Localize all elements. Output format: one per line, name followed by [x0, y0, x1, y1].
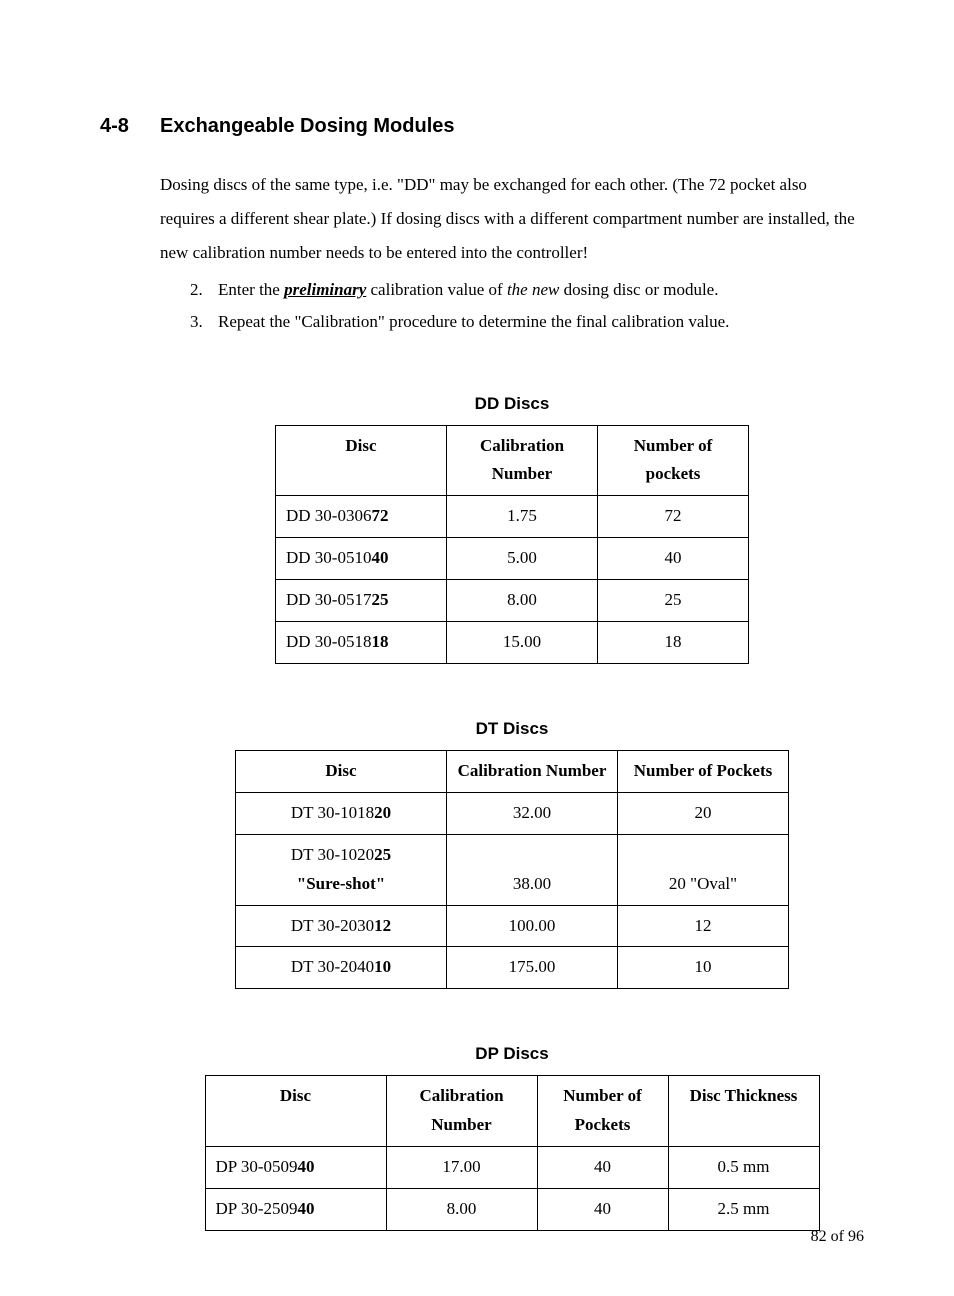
body-block: Dosing discs of the same type, i.e. "DD"…	[160, 168, 864, 1231]
table-header: Disc	[236, 750, 447, 792]
list-item: 2. Enter the preliminary calibration val…	[190, 274, 864, 306]
table-row: DT 30-204010175.0010	[236, 947, 789, 989]
page-total: 96	[848, 1228, 864, 1245]
pockets-cell: 18	[598, 622, 749, 664]
disc-cell: DD 30-030672	[276, 496, 447, 538]
list-text: Enter the preliminary calibration value …	[218, 274, 718, 306]
calibration-cell: 1.75	[447, 496, 598, 538]
emphasis: the new	[507, 280, 559, 299]
table-header: Number of Pockets	[537, 1076, 668, 1147]
disc-cell: DP 30-250940	[205, 1188, 386, 1230]
page-sep: of	[827, 1228, 848, 1245]
dt-table-body: DT 30-10182032.0020DT 30-102025"Sure-sho…	[236, 792, 789, 988]
table-header: Calibration Number	[447, 425, 598, 496]
text-span: calibration value of	[366, 280, 507, 299]
intro-paragraph: Dosing discs of the same type, i.e. "DD"…	[160, 168, 864, 270]
table-header: Disc	[276, 425, 447, 496]
section-number: 4-8	[100, 115, 160, 138]
table-header: Disc	[205, 1076, 386, 1147]
pockets-cell: 12	[618, 905, 789, 947]
table-row: DT 30-102025"Sure-shot"38.0020 "Oval"	[236, 834, 789, 905]
list-text: Repeat the "Calibration" procedure to de…	[218, 306, 729, 338]
table-title: DT Discs	[160, 712, 864, 746]
dd-table-body: DD 30-0306721.7572DD 30-0510405.0040DD 3…	[276, 496, 749, 664]
pockets-cell: 10	[618, 947, 789, 989]
thickness-cell: 0.5 mm	[668, 1147, 819, 1189]
text-span: Enter the	[218, 280, 284, 299]
table-row: DP 30-05094017.00400.5 mm	[205, 1147, 819, 1189]
page-number: 82	[811, 1228, 827, 1245]
table-header: Calibration Number	[386, 1076, 537, 1147]
emphasis: preliminary	[284, 280, 366, 299]
table-row: DT 30-203012100.0012	[236, 905, 789, 947]
pockets-cell: 72	[598, 496, 749, 538]
disc-cell: DP 30-050940	[205, 1147, 386, 1189]
table-title: DD Discs	[160, 387, 864, 421]
calibration-cell: 8.00	[386, 1188, 537, 1230]
pockets-cell: 40	[537, 1147, 668, 1189]
pockets-cell: 40	[537, 1188, 668, 1230]
calibration-cell: 32.00	[447, 792, 618, 834]
calibration-cell: 8.00	[447, 580, 598, 622]
section-title: Exchangeable Dosing Modules	[160, 115, 455, 138]
pockets-cell: 40	[598, 538, 749, 580]
disc-cell: DD 30-051725	[276, 580, 447, 622]
table-header: Number of Pockets	[618, 750, 789, 792]
table-row: DD 30-05181815.0018	[276, 622, 749, 664]
table-row: DT 30-10182032.0020	[236, 792, 789, 834]
table-row: DD 30-0306721.7572	[276, 496, 749, 538]
table-row: DD 30-0510405.0040	[276, 538, 749, 580]
thickness-cell: 2.5 mm	[668, 1188, 819, 1230]
dp-discs-table: Disc Calibration Number Number of Pocket…	[205, 1075, 820, 1231]
calibration-cell: 17.00	[386, 1147, 537, 1189]
disc-cell: DD 30-051040	[276, 538, 447, 580]
table-header: Disc Thickness	[668, 1076, 819, 1147]
table-header: Calibration Number	[447, 750, 618, 792]
section-heading: 4-8 Exchangeable Dosing Modules	[100, 115, 864, 138]
calibration-cell: 175.00	[447, 947, 618, 989]
table-row: DD 30-0517258.0025	[276, 580, 749, 622]
calibration-cell: 38.00	[447, 834, 618, 905]
disc-cell: DT 30-101820	[236, 792, 447, 834]
text-span: dosing disc or module.	[559, 280, 718, 299]
table-title: DP Discs	[160, 1037, 864, 1071]
pockets-cell: 20	[618, 792, 789, 834]
pockets-cell: 20 "Oval"	[618, 834, 789, 905]
calibration-cell: 5.00	[447, 538, 598, 580]
calibration-cell: 100.00	[447, 905, 618, 947]
disc-cell: DT 30-102025"Sure-shot"	[236, 834, 447, 905]
document-page: 4-8 Exchangeable Dosing Modules Dosing d…	[0, 0, 954, 1296]
page-footer: 82 of 96	[811, 1228, 864, 1246]
disc-cell: DD 30-051818	[276, 622, 447, 664]
ordered-list: 2. Enter the preliminary calibration val…	[190, 274, 864, 339]
list-number: 3.	[190, 306, 218, 338]
table-header-row: Disc Calibration Number Number of pocket…	[276, 425, 749, 496]
calibration-cell: 15.00	[447, 622, 598, 664]
table-header: Number of pockets	[598, 425, 749, 496]
pockets-cell: 25	[598, 580, 749, 622]
table-header-row: Disc Calibration Number Number of Pocket…	[236, 750, 789, 792]
table-header-row: Disc Calibration Number Number of Pocket…	[205, 1076, 819, 1147]
dt-discs-table: Disc Calibration Number Number of Pocket…	[235, 750, 789, 989]
disc-cell: DT 30-203012	[236, 905, 447, 947]
list-number: 2.	[190, 274, 218, 306]
disc-cell: DT 30-204010	[236, 947, 447, 989]
table-row: DP 30-2509408.00402.5 mm	[205, 1188, 819, 1230]
dp-table-body: DP 30-05094017.00400.5 mmDP 30-2509408.0…	[205, 1147, 819, 1231]
dd-discs-table: Disc Calibration Number Number of pocket…	[275, 425, 749, 664]
list-item: 3. Repeat the "Calibration" procedure to…	[190, 306, 864, 338]
